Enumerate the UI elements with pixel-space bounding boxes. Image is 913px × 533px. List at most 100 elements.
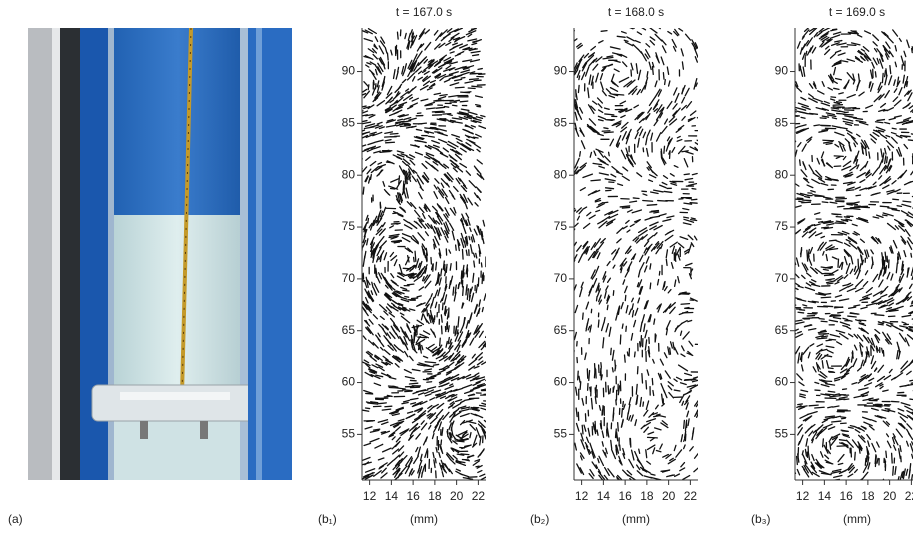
vector — [675, 474, 680, 476]
vector — [472, 354, 475, 358]
vector — [421, 99, 428, 101]
vector — [898, 351, 900, 358]
vector — [892, 181, 896, 184]
vector — [481, 477, 486, 479]
vector — [596, 210, 600, 211]
vector — [688, 235, 693, 239]
vector — [621, 115, 625, 117]
vector — [679, 29, 683, 31]
vector — [616, 429, 617, 437]
vector — [909, 470, 910, 478]
vector — [474, 261, 475, 267]
figure: (a) 5560657075808590121416182022t = 167.… — [0, 0, 913, 533]
vector — [889, 76, 892, 85]
vector — [808, 352, 810, 357]
vector — [684, 174, 689, 175]
y-tick-label: 80 — [554, 167, 568, 181]
vector — [681, 383, 687, 385]
vector — [881, 104, 886, 108]
vector — [579, 210, 582, 214]
vector — [365, 427, 372, 429]
vector — [681, 331, 682, 335]
vector — [468, 219, 470, 225]
vector — [654, 120, 658, 125]
vector — [463, 129, 469, 131]
vector — [581, 141, 584, 149]
vector — [386, 93, 392, 98]
vector — [638, 298, 640, 303]
vector — [673, 342, 674, 349]
vector — [366, 65, 369, 67]
vector — [418, 447, 421, 456]
vector — [872, 62, 874, 68]
vector — [887, 272, 890, 278]
vector — [674, 379, 677, 381]
vector — [667, 137, 669, 141]
vector — [373, 54, 377, 58]
vector — [622, 324, 623, 328]
vector — [468, 112, 477, 115]
vector — [463, 385, 472, 388]
vector — [452, 118, 461, 119]
vector — [893, 199, 899, 200]
vector — [826, 340, 832, 341]
vector — [897, 122, 904, 123]
vector — [863, 417, 871, 420]
vector — [660, 185, 666, 188]
vector — [875, 456, 876, 467]
vector — [796, 230, 800, 233]
vector — [609, 152, 610, 155]
vector — [612, 250, 616, 254]
vector — [609, 327, 611, 336]
vector — [599, 41, 603, 43]
vector — [654, 109, 657, 112]
panel-label: (b₂) — [530, 512, 549, 526]
vector — [465, 241, 466, 247]
vector — [881, 149, 882, 157]
vector — [423, 214, 425, 219]
vector — [580, 288, 582, 297]
vector — [868, 463, 870, 469]
vector — [465, 399, 474, 401]
vector — [904, 118, 911, 121]
vector — [605, 179, 615, 181]
vector — [843, 114, 853, 115]
vector — [410, 398, 418, 399]
vector — [852, 383, 857, 385]
vector — [411, 30, 413, 34]
vector — [448, 362, 454, 367]
vector — [852, 224, 857, 226]
vector — [660, 444, 662, 449]
vector — [460, 163, 467, 167]
vector — [638, 70, 640, 79]
vector — [860, 345, 862, 354]
vector — [380, 463, 387, 468]
vector — [887, 325, 891, 327]
vector — [456, 435, 462, 438]
vector — [392, 437, 395, 440]
vector — [597, 296, 598, 300]
vector — [826, 346, 834, 347]
vector — [869, 378, 874, 381]
vector — [843, 389, 847, 390]
vector — [897, 306, 903, 308]
vector — [826, 384, 835, 385]
vector — [582, 425, 583, 434]
vector — [476, 117, 482, 119]
vector — [843, 121, 852, 123]
vector — [807, 412, 817, 415]
vector — [364, 360, 368, 363]
x-tick-label: 20 — [450, 489, 464, 503]
vector — [474, 193, 477, 198]
vector — [574, 255, 577, 260]
vector — [391, 274, 394, 278]
vector — [425, 369, 432, 370]
vector — [410, 160, 415, 165]
vector — [801, 70, 803, 77]
vector — [887, 434, 889, 437]
vector — [875, 315, 884, 316]
vector — [626, 306, 628, 313]
vector — [406, 414, 414, 418]
vector — [792, 281, 799, 286]
vector — [607, 305, 608, 309]
